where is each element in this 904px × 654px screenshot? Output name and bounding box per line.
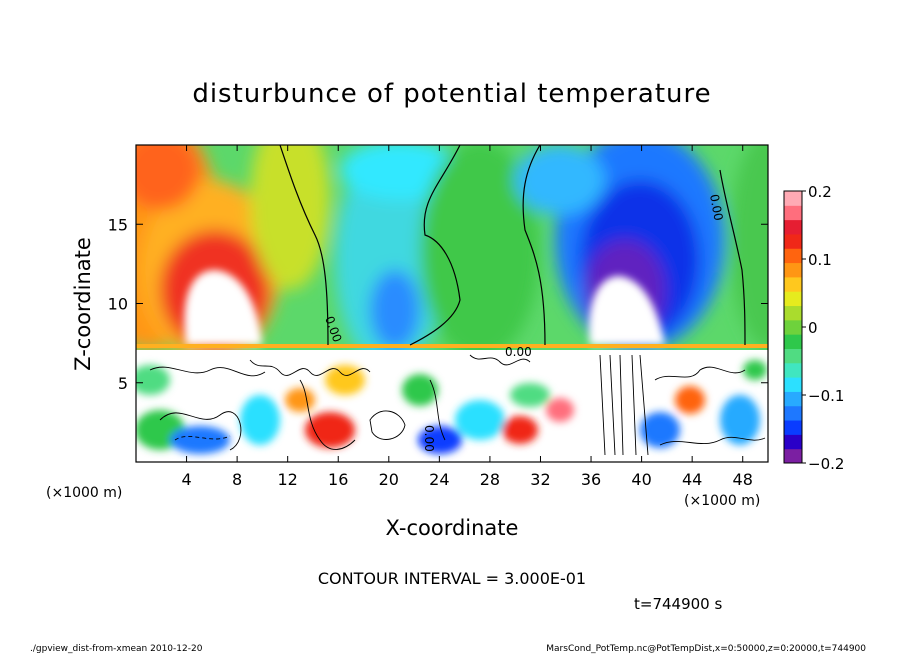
colorbar-swatch [784, 191, 802, 206]
footer-left: ./gpview_dist-from-xmean 2010-12-20 [30, 644, 203, 654]
colorbar-tick-label: −0.1 [808, 387, 844, 405]
x-tick-label: 20 [379, 470, 399, 489]
y-tick-label: 10 [108, 295, 128, 314]
colorbar-swatch [784, 391, 802, 407]
colorbar-swatch [784, 448, 802, 464]
x-tick-label: 4 [181, 470, 191, 489]
x-tick-label: 24 [429, 470, 449, 489]
y-tick-label: 5 [118, 374, 128, 393]
colorbar-swatch [784, 334, 802, 349]
colorbar-swatch [784, 248, 802, 264]
y-tick-label: 15 [108, 215, 128, 234]
x-axis: 4 8 12 16 20 24 28 32 36 40 44 48 [181, 145, 753, 489]
contour-label: 0.00 [707, 193, 725, 222]
x-unit-right: (×1000 m) [684, 493, 760, 509]
turbulent-contours [149, 354, 766, 456]
contour-label: 0.00 [505, 345, 532, 359]
x-tick-label: 12 [278, 470, 298, 489]
time-label: t=744900 s [634, 595, 722, 613]
colorbar-swatch [784, 291, 802, 307]
colorbar-swatch [784, 233, 802, 249]
x-unit-left: (×1000 m) [46, 485, 122, 501]
colorbar-swatch [784, 262, 802, 278]
footer-right: MarsCond_PotTemp.nc@PotTempDist,x=0:5000… [546, 644, 866, 654]
colorbar-swatch [784, 205, 802, 221]
chart-title: disturbunce of potential temperature [192, 79, 711, 109]
colorbar-frame [783, 190, 803, 464]
x-tick-label: 32 [530, 470, 550, 489]
colorbar-swatch [784, 219, 802, 235]
plot-area: 0.00 0.00 0.00 0.00 [136, 145, 768, 462]
colorbar-swatch [784, 377, 802, 392]
colorbar-swatch [784, 276, 802, 292]
colorbar-swatch [784, 362, 802, 378]
colorbar-swatch [784, 348, 802, 364]
colorbar-swatch [784, 405, 802, 421]
colorbar-tick-label: −0.2 [808, 455, 844, 473]
colorbar: 0.2 0.1 0 −0.1 −0.2 [784, 183, 844, 473]
x-axis-label: X-coordinate [386, 516, 519, 540]
colorbar-swatch [784, 420, 802, 435]
colorbar-swatch [784, 319, 802, 335]
colorbar-tick-label: 0 [808, 319, 818, 337]
colorbar-tick-label: 0.2 [808, 183, 832, 201]
contour-interval-text: CONTOUR INTERVAL = 3.000E-01 [318, 569, 586, 588]
colorbar-swatch [784, 305, 802, 321]
colorbar-tick-label: 0.1 [808, 251, 832, 269]
contour-label: 0.00 [422, 425, 436, 452]
x-tick-label: 8 [232, 470, 242, 489]
y-axis: 5 10 15 [108, 215, 768, 393]
x-tick-label: 48 [733, 470, 753, 489]
x-tick-label: 40 [631, 470, 651, 489]
x-tick-label: 16 [328, 470, 348, 489]
y-axis-label: Z-coordinate [71, 237, 95, 371]
zero-contour-lines [279, 145, 746, 346]
x-tick-label: 28 [480, 470, 500, 489]
x-tick-label: 36 [581, 470, 601, 489]
colorbar-swatch [784, 434, 802, 450]
x-tick-label: 44 [682, 470, 702, 489]
